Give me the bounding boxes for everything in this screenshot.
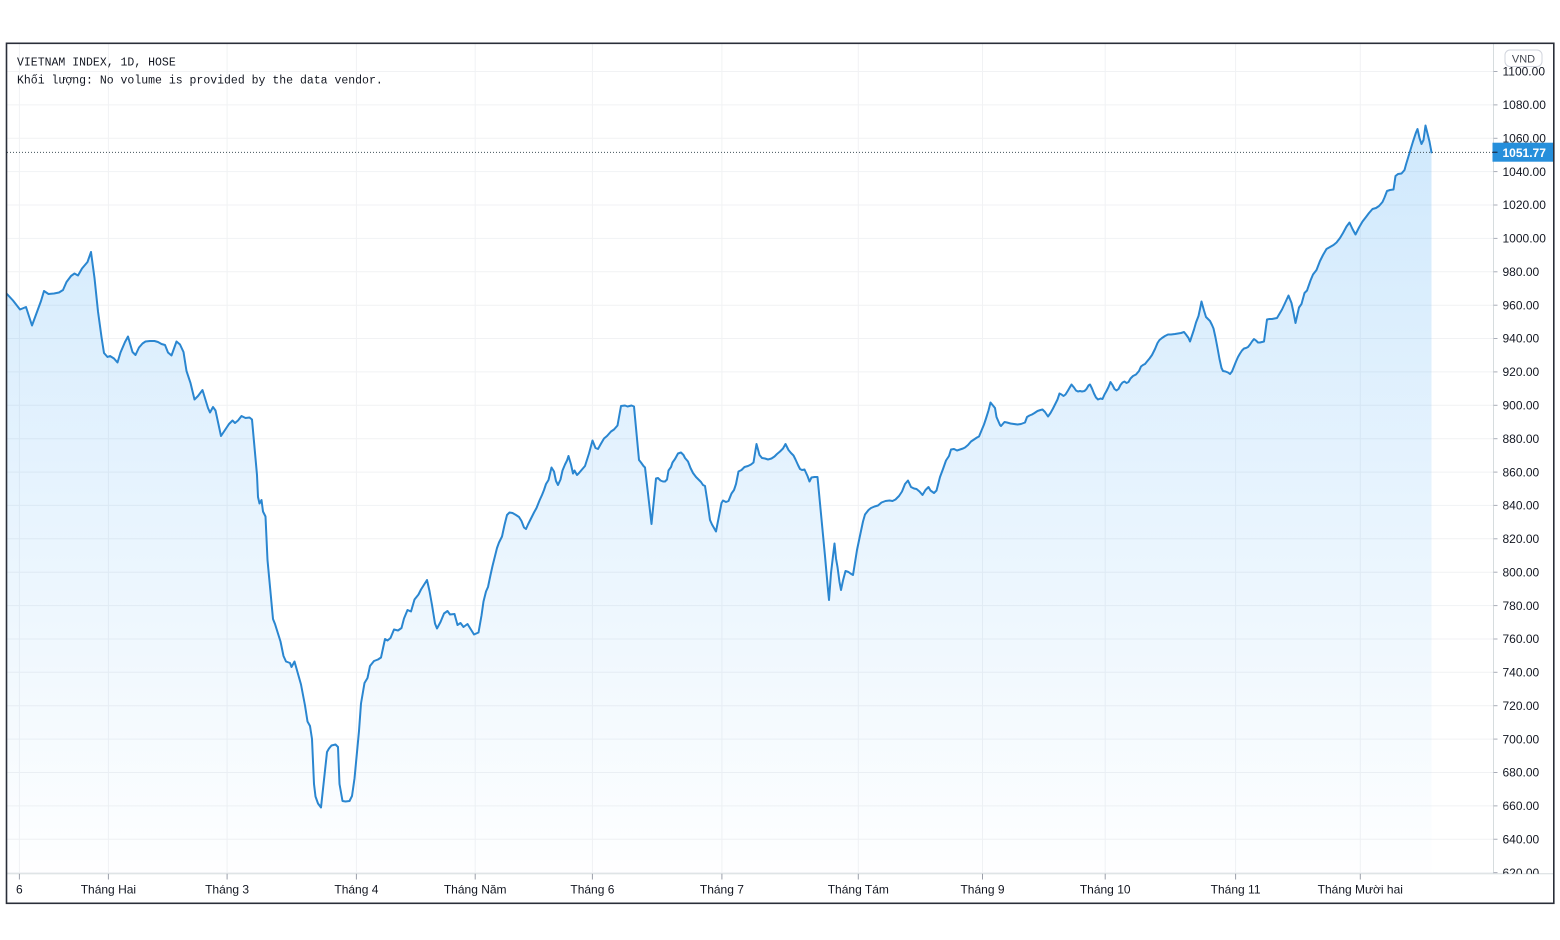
svg-text:VND: VND — [1512, 54, 1535, 66]
svg-text:620.00: 620.00 — [1503, 866, 1540, 880]
svg-text:760.00: 760.00 — [1503, 632, 1540, 646]
svg-text:900.00: 900.00 — [1503, 399, 1540, 413]
svg-text:1000.00: 1000.00 — [1503, 232, 1547, 246]
svg-text:980.00: 980.00 — [1503, 265, 1540, 279]
svg-text:720.00: 720.00 — [1503, 699, 1540, 713]
svg-text:860.00: 860.00 — [1503, 465, 1540, 479]
svg-text:1060.00: 1060.00 — [1503, 132, 1547, 146]
svg-text:Tháng 3: Tháng 3 — [205, 883, 249, 897]
svg-text:Khối lượng: No volume is provi: Khối lượng: No volume is provided by the… — [17, 75, 383, 88]
svg-text:1100.00: 1100.00 — [1503, 65, 1546, 79]
svg-text:740.00: 740.00 — [1503, 666, 1540, 680]
svg-text:Tháng Tám: Tháng Tám — [828, 883, 889, 897]
svg-text:680.00: 680.00 — [1503, 766, 1540, 780]
svg-text:Tháng Mười hai: Tháng Mười hai — [1318, 883, 1403, 897]
svg-text:640.00: 640.00 — [1503, 832, 1540, 846]
svg-text:Tháng 6: Tháng 6 — [570, 883, 614, 897]
svg-text:960.00: 960.00 — [1503, 298, 1540, 312]
svg-text:700.00: 700.00 — [1503, 732, 1540, 746]
svg-text:800.00: 800.00 — [1503, 565, 1540, 579]
svg-text:780.00: 780.00 — [1503, 599, 1540, 613]
svg-text:1080.00: 1080.00 — [1503, 98, 1547, 112]
svg-text:820.00: 820.00 — [1503, 532, 1540, 546]
svg-text:Tháng 9: Tháng 9 — [960, 883, 1004, 897]
svg-text:Tháng Hai: Tháng Hai — [81, 883, 136, 897]
svg-text:Tháng 10: Tháng 10 — [1080, 883, 1131, 897]
svg-text:Tháng Năm: Tháng Năm — [444, 883, 507, 897]
svg-text:1020.00: 1020.00 — [1503, 198, 1547, 212]
svg-text:Tháng 11: Tháng 11 — [1211, 883, 1261, 897]
svg-text:940.00: 940.00 — [1503, 332, 1540, 346]
svg-text:1051.77: 1051.77 — [1503, 146, 1547, 160]
svg-text:VIETNAM INDEX, 1D, HOSE: VIETNAM INDEX, 1D, HOSE — [17, 57, 176, 70]
svg-text:880.00: 880.00 — [1503, 432, 1540, 446]
svg-text:1040.00: 1040.00 — [1503, 165, 1547, 179]
svg-text:6: 6 — [16, 883, 23, 897]
svg-text:840.00: 840.00 — [1503, 499, 1540, 513]
svg-text:660.00: 660.00 — [1503, 799, 1540, 813]
svg-text:Tháng 7: Tháng 7 — [700, 883, 744, 897]
svg-text:Tháng 4: Tháng 4 — [334, 883, 378, 897]
svg-text:920.00: 920.00 — [1503, 365, 1540, 379]
